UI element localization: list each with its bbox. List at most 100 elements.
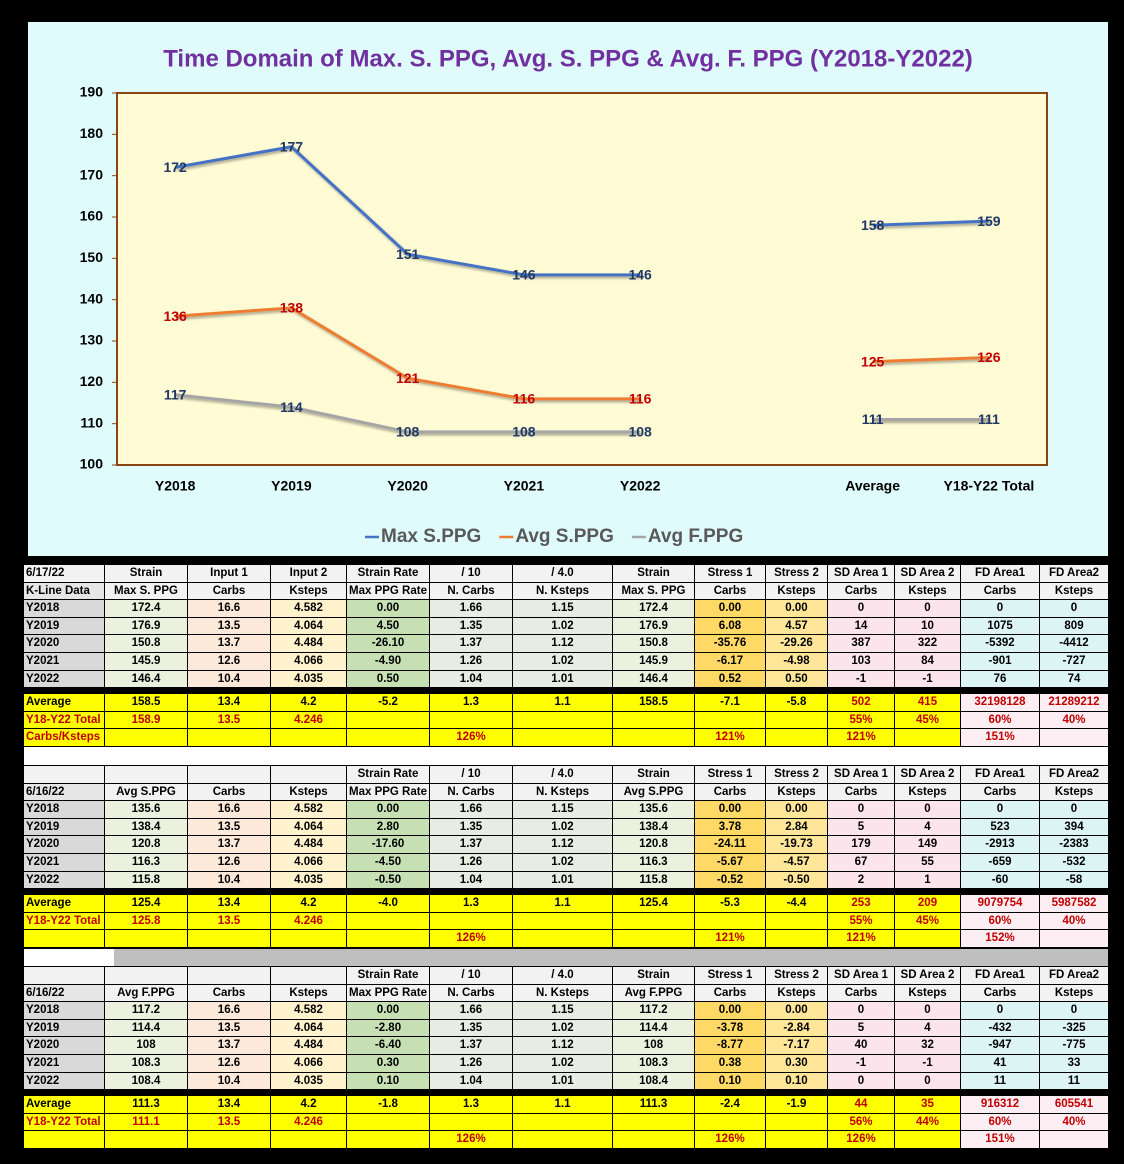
table-cell: N. Ksteps (513, 783, 612, 801)
series-line (174, 145, 989, 277)
table-cell: 1.02 (513, 853, 612, 871)
table-cell: 126% (430, 930, 512, 947)
table-cell: 111.3 (613, 1096, 694, 1113)
separator (24, 1090, 1108, 1096)
table-cell: 1.01 (513, 1072, 612, 1090)
table-cell: 4.066 (271, 853, 346, 871)
table-cell: 40% (1040, 1113, 1108, 1131)
table-cell: 0.00 (766, 600, 827, 617)
table-cell (105, 967, 187, 984)
y-tick-label: 130 (80, 332, 104, 348)
table-cell (766, 930, 827, 947)
table-cell: Max S. PPG (613, 582, 694, 600)
table-cell: -1.8 (347, 1096, 429, 1113)
table-cell: 502 (828, 694, 894, 711)
table-cell: Ksteps (766, 582, 827, 600)
table-cell: -775 (1040, 1037, 1108, 1054)
table-cell: Stress 1 (695, 766, 765, 783)
table-cell: 3.78 (695, 818, 765, 836)
x-tick-label: Average (845, 478, 900, 494)
y-tick-label: 190 (80, 84, 104, 100)
series-line (174, 393, 989, 434)
table-cell: 1.12 (513, 635, 612, 652)
table-cell: Y18-Y22 Total (24, 912, 104, 930)
table-cell: Y2020 (24, 836, 104, 853)
table-cell (347, 729, 429, 746)
table-cell: Y2022 (24, 670, 104, 688)
x-tick-label: Y2022 (620, 478, 661, 494)
table-cell: 0 (961, 1002, 1039, 1019)
table-cell: 45% (895, 912, 960, 930)
table-cell: 1.1 (513, 1096, 612, 1113)
data-label: 138 (280, 300, 304, 316)
table-cell: Average (24, 694, 104, 711)
table-cell: 0.38 (695, 1054, 765, 1072)
table-cell: 5987582 (1040, 895, 1108, 912)
table-cell: 322 (895, 635, 960, 652)
table-cell: 32 (895, 1037, 960, 1054)
table-cell (1040, 729, 1108, 746)
table-cell: -1 (895, 1054, 960, 1072)
table-cell: Average (24, 895, 104, 912)
table-cell: 40 (828, 1037, 894, 1054)
table-cell: N. Ksteps (513, 984, 612, 1002)
table-cell: 1.3 (430, 895, 512, 912)
table-cell: Ksteps (271, 783, 346, 801)
table-cell (24, 766, 104, 783)
y-tick-label: 180 (80, 125, 104, 141)
table-cell (271, 1131, 346, 1148)
table-cell (695, 711, 765, 729)
table-cell: Y2019 (24, 1019, 104, 1037)
table-cell: -4.4 (766, 895, 827, 912)
table-cell: 103 (828, 652, 894, 670)
data-label: 116 (513, 391, 536, 407)
table-cell: 2 (828, 871, 894, 889)
table-cell (1040, 930, 1108, 947)
table-cell: -659 (961, 853, 1039, 871)
table-cell: 387 (828, 635, 894, 652)
table-cell (105, 1131, 187, 1148)
table-cell: Carbs (695, 783, 765, 801)
table-cell: / 4.0 (513, 565, 612, 582)
table-cell: 12.6 (188, 1054, 270, 1072)
table-cell: 5 (828, 1019, 894, 1037)
table-cell: 151% (961, 1131, 1039, 1148)
table-cell: 6/16/22 (24, 984, 104, 1002)
table-cell: Y2019 (24, 818, 104, 836)
table-cell (271, 967, 346, 984)
table-cell: 0 (895, 1002, 960, 1019)
table-cell: Max PPG Rate (347, 783, 429, 801)
table-cell: 2.84 (766, 818, 827, 836)
x-tick-label: Y18-Y22 Total (943, 478, 1034, 494)
table-cell: Carbs (961, 984, 1039, 1002)
table-cell: -727 (1040, 652, 1108, 670)
data-label: 146 (512, 267, 536, 283)
chart: Time Domain of Max. S. PPG, Avg. S. PPG … (28, 22, 1108, 556)
table-cell: 0.00 (695, 1002, 765, 1019)
table-cell: N. Carbs (430, 984, 512, 1002)
table-cell: Avg S.PPG (105, 783, 187, 801)
data-label: 108 (512, 424, 536, 440)
table-cell: -58 (1040, 871, 1108, 889)
table-cell: 145.9 (613, 652, 694, 670)
table-cell: 0.50 (347, 670, 429, 688)
table-cell: 1075 (961, 617, 1039, 635)
table-cell: 115.8 (105, 871, 187, 889)
table-cell: 76 (961, 670, 1039, 688)
table-cell: -2.80 (347, 1019, 429, 1037)
table-cell: Y2021 (24, 652, 104, 670)
table-cell: 1.3 (430, 1096, 512, 1113)
table-cell: 4.582 (271, 801, 346, 818)
table-cell: 0 (1040, 801, 1108, 818)
data-label: 111 (862, 411, 884, 427)
table-cell (613, 1113, 694, 1131)
table-cell: -1.9 (766, 1096, 827, 1113)
table-cell: Average (24, 1096, 104, 1113)
table-cell: 108 (613, 1037, 694, 1054)
table-cell: 146.4 (613, 670, 694, 688)
table-cell (613, 912, 694, 930)
table-cell: 394 (1040, 818, 1108, 836)
table-cell: / 10 (430, 967, 512, 984)
table-cell: 1.02 (513, 1054, 612, 1072)
table-cell: 4.246 (271, 912, 346, 930)
